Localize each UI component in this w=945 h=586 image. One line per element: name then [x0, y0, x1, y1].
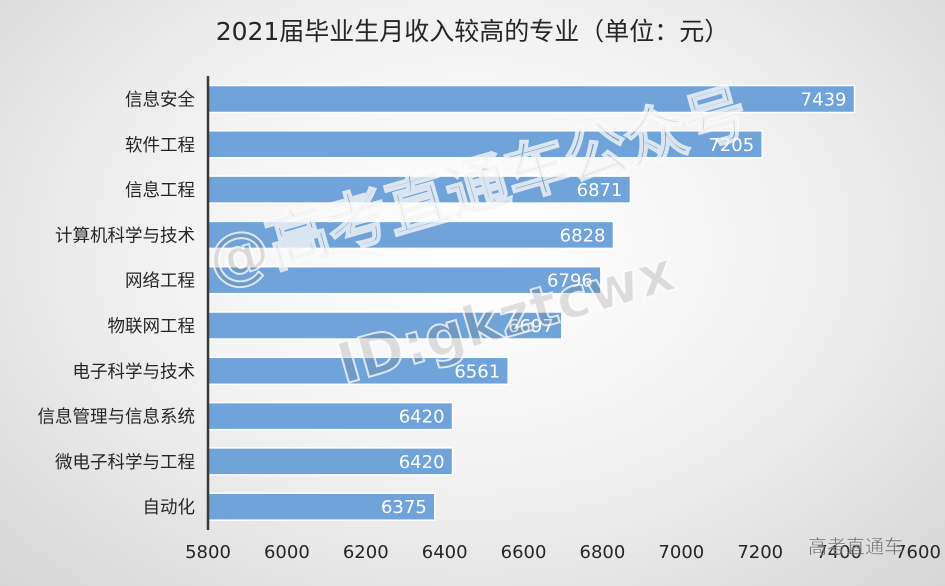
category-label: 信息工程: [125, 181, 195, 201]
x-tick-label: 6400: [422, 542, 468, 563]
x-tick-label: 7200: [737, 542, 783, 563]
category-label: 电子科学与技术: [73, 362, 196, 382]
bar: [207, 447, 454, 476]
data-label: 6375: [381, 497, 427, 518]
corner-watermark: 高考直通车: [808, 536, 904, 558]
x-tick-label: 5800: [185, 542, 231, 563]
bar: [207, 84, 856, 114]
x-tick-label: 7600: [895, 542, 941, 563]
category-label: 物联网工程: [108, 317, 196, 337]
data-label: 7439: [801, 90, 847, 111]
category-label: 自动化: [143, 498, 196, 518]
data-label: 6420: [399, 452, 445, 473]
x-tick-label: 7000: [658, 542, 704, 563]
bar: [207, 401, 454, 431]
x-tick-label: 6800: [580, 542, 626, 563]
category-label: 软件工程: [125, 136, 195, 156]
bar: [207, 356, 509, 386]
category-label: 计算机科学与技术: [55, 226, 195, 246]
bar: [207, 220, 615, 250]
data-label: 6796: [547, 271, 593, 292]
x-tick-label: 6200: [343, 542, 389, 563]
bar: [207, 492, 436, 521]
bar: [207, 311, 563, 340]
chart-title: 2021届毕业生月收入较高的专业（单位：元）: [215, 17, 730, 46]
category-label: 微电子科学与工程: [55, 453, 195, 473]
x-tick-label: 7400: [816, 542, 862, 563]
x-tick-label: 6000: [264, 542, 310, 563]
data-label: 6828: [560, 225, 606, 246]
data-label: 6697: [508, 316, 554, 337]
data-label: 6420: [399, 407, 445, 428]
data-label: 6561: [454, 361, 500, 382]
data-label: 6871: [577, 180, 623, 201]
bar: [207, 265, 602, 295]
category-label: 信息安全: [125, 91, 195, 111]
x-tick-label: 6600: [501, 542, 547, 563]
bar: [207, 175, 632, 204]
labels-layer: 7439 信息安全 7205 软件工程 6871 信息工程 6828 计算机科学与技术 6796…: [38, 90, 941, 564]
category-label: 网络工程: [125, 272, 195, 292]
data-label: 7205: [708, 135, 754, 156]
bars-layer: [207, 84, 856, 521]
bar: [207, 130, 763, 159]
category-label: 信息管理与信息系统: [38, 408, 196, 428]
